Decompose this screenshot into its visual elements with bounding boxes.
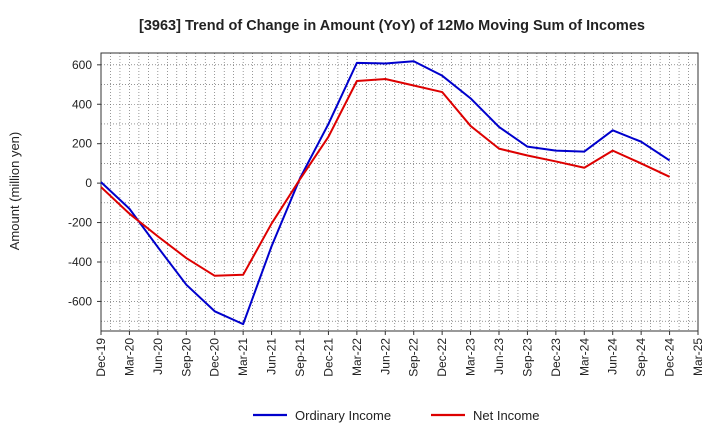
y-tick-label: -200 (68, 216, 92, 230)
series-lines (100, 60, 671, 326)
legend-label-net-income: Net Income (473, 408, 539, 423)
x-tick-label: Dec-24 (663, 338, 677, 377)
x-tick-label: Jun-20 (151, 338, 165, 375)
x-tick-label: Mar-23 (464, 338, 478, 376)
grid (100, 53, 698, 331)
y-tick-label: 600 (72, 58, 92, 72)
legend-label-ordinary-income: Ordinary Income (295, 408, 391, 423)
series-line-net-income (100, 78, 670, 277)
x-tick-label: Jun-23 (492, 338, 506, 375)
legend: Ordinary Income Net Income (253, 408, 539, 423)
x-tick-label: Mar-20 (122, 338, 136, 376)
chart-title: [3963] Trend of Change in Amount (YoY) o… (139, 18, 645, 34)
x-tick-label: Dec-22 (435, 338, 449, 377)
x-axis: Dec-19 Mar-20 Jun-20 Sep-20 Dec-20 Mar-21 Jun-… (94, 331, 705, 377)
x-tick-label: Sep-20 (179, 338, 193, 377)
y-axis-label: Amount (million yen) (7, 132, 22, 251)
x-tick-label: Jun-22 (378, 338, 392, 375)
y-tick-label: 200 (72, 137, 92, 151)
x-tick-label: Sep-23 (520, 338, 534, 377)
y-tick-label: -600 (68, 294, 92, 308)
plot-area (100, 52, 699, 332)
x-tick-label: Dec-23 (549, 338, 563, 377)
x-tick-label: Jun-21 (265, 338, 279, 375)
x-tick-label: Jun-24 (606, 338, 620, 375)
y-tick-label: 0 (85, 176, 92, 190)
y-tick-label: -400 (68, 255, 92, 269)
x-tick-label: Sep-21 (293, 338, 307, 377)
x-tick-label: Mar-24 (577, 338, 591, 376)
x-tick-label: Mar-25 (691, 338, 705, 376)
series-line-ordinary-income (100, 60, 671, 326)
x-tick-label: Sep-22 (407, 338, 421, 377)
x-tick-label: Mar-21 (236, 338, 250, 376)
y-axis: -600 -400 -200 0 200 400 600 (68, 58, 101, 308)
y-tick-label: 400 (72, 97, 92, 111)
x-tick-label: Mar-22 (350, 338, 364, 376)
x-tick-label: Dec-19 (94, 338, 108, 377)
x-tick-label: Dec-20 (208, 338, 222, 377)
x-tick-label: Sep-24 (634, 338, 648, 377)
x-tick-label: Dec-21 (321, 338, 335, 377)
